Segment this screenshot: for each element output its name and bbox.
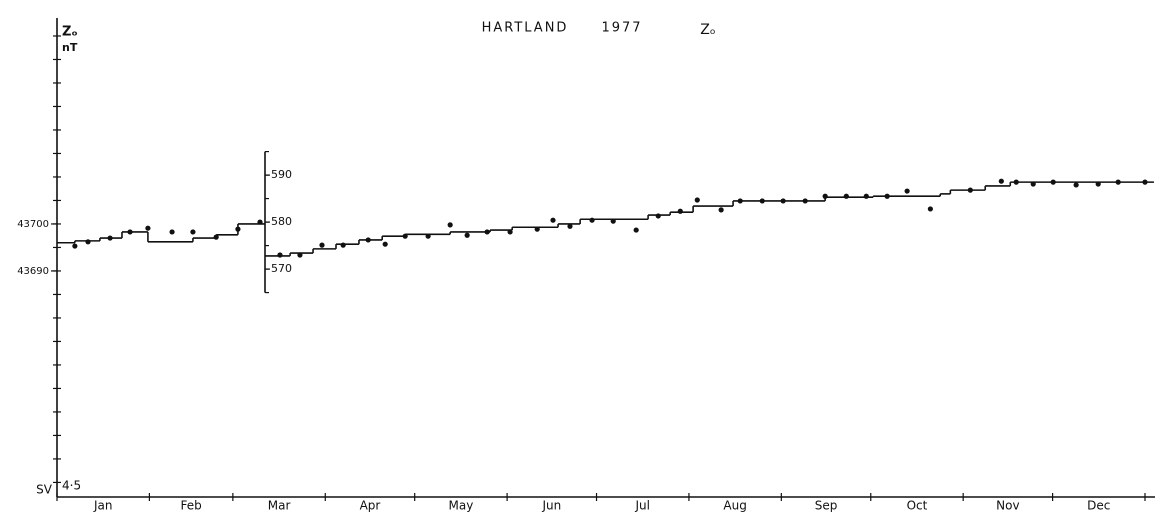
data-point (694, 197, 700, 203)
sv-label: SV (36, 483, 53, 497)
x-tick-label: Oct (907, 499, 928, 513)
x-tick-label: Nov (996, 499, 1019, 513)
data-point (589, 217, 595, 223)
x-tick-label: Sep (815, 499, 838, 513)
x-tick-label: Jul (634, 499, 649, 513)
y2-tick-label: 570 (271, 262, 292, 275)
data-point (1073, 182, 1079, 188)
sv-value: 4·5 (62, 479, 81, 493)
data-point (550, 217, 556, 223)
data-point (85, 239, 91, 245)
data-point (277, 252, 283, 258)
data-point (340, 242, 346, 248)
data-point (718, 207, 724, 213)
x-tick-label: Dec (1087, 499, 1110, 513)
x-tick-label: May (448, 499, 473, 513)
title-station: HARTLAND (482, 21, 569, 36)
y-tick-label: 43700 (17, 219, 49, 230)
data-point (169, 229, 175, 235)
x-tick-label: Feb (181, 499, 202, 513)
data-point (904, 188, 910, 194)
y2-tick-label: 580 (271, 215, 292, 228)
data-point (655, 213, 661, 219)
y-axis-label: Zₒ (62, 25, 78, 40)
data-point (464, 232, 470, 238)
data-point (863, 193, 869, 199)
data-point (633, 227, 639, 233)
data-point (567, 223, 573, 229)
y-tick-label: 43690 (17, 266, 49, 277)
data-point (447, 222, 453, 228)
title-year: 1977 (601, 21, 642, 36)
data-point (927, 206, 933, 212)
data-point (998, 178, 1004, 184)
y-axis-unit: nT (62, 41, 78, 54)
data-point (319, 242, 325, 248)
data-point (677, 208, 683, 214)
x-tick-label: Apr (360, 499, 381, 513)
title-element: Zₒ (700, 22, 715, 38)
data-point (190, 229, 196, 235)
data-point (382, 241, 388, 247)
data-point (145, 225, 151, 231)
data-point (843, 193, 849, 199)
x-tick-label: Mar (268, 499, 291, 513)
x-tick-label: Jan (93, 499, 113, 513)
y2-tick-label: 590 (271, 168, 292, 181)
x-tick-label: Jun (541, 499, 561, 513)
data-point (72, 243, 78, 249)
x-tick-label: Aug (723, 499, 746, 513)
